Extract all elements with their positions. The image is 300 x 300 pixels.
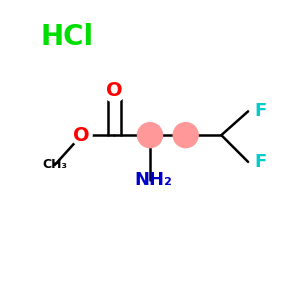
Text: CH₃: CH₃: [42, 158, 68, 171]
Text: O: O: [106, 81, 123, 100]
Circle shape: [173, 123, 198, 148]
Text: HCl: HCl: [40, 23, 93, 51]
Text: F: F: [254, 102, 266, 120]
Text: O: O: [73, 126, 90, 145]
Text: F: F: [254, 153, 266, 171]
Circle shape: [103, 79, 126, 102]
Circle shape: [71, 125, 92, 146]
Circle shape: [137, 123, 163, 148]
Text: NH₂: NH₂: [134, 171, 172, 189]
